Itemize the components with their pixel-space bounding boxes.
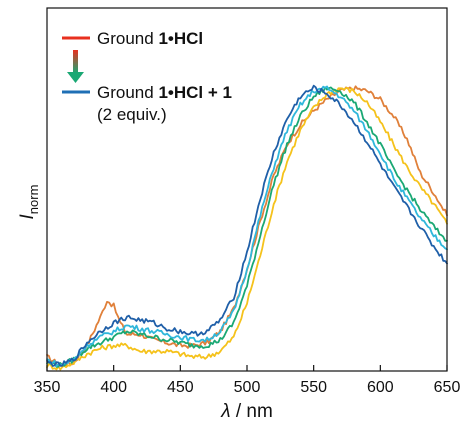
legend-arrow-head xyxy=(67,72,84,83)
legend-entry1-bold: 1•HCl xyxy=(158,29,203,48)
series-line-3 xyxy=(46,86,448,368)
plot-frame xyxy=(46,7,448,372)
x-tick-label: 450 xyxy=(167,379,194,396)
legend-entry1-prefix: Ground xyxy=(97,29,158,48)
x-axis-label-symbol: λ xyxy=(220,401,230,422)
legend-entry-ground-hcl-plus-1: Ground 1•HCl + 1 xyxy=(97,83,232,102)
legend-entry-ground-hcl: Ground 1•HCl xyxy=(97,29,203,48)
y-axis-label-subscript: norm xyxy=(26,185,41,215)
series-line-5 xyxy=(46,84,448,367)
x-tick-label: 500 xyxy=(234,379,261,396)
legend-entry2-prefix: Ground xyxy=(97,83,158,102)
legend-entry2-note: (2 equiv.) xyxy=(97,105,167,124)
x-tick-label: 550 xyxy=(300,379,327,396)
legend-arrow-shaft xyxy=(73,50,78,73)
series-line-4 xyxy=(46,85,448,367)
x-axis-label: λ / nm xyxy=(220,401,273,422)
series-line-1 xyxy=(46,85,448,367)
x-axis-label-unit: / nm xyxy=(231,401,273,422)
x-tick-label: 350 xyxy=(34,379,61,396)
legend-entry2-bold: 1•HCl + 1 xyxy=(158,83,232,102)
x-tick-label: 600 xyxy=(367,379,394,396)
legend: Ground 1•HCl Ground 1•HCl + 1 (2 equiv.) xyxy=(62,29,232,124)
x-ticks: 350 400 450 500 550 600 650 xyxy=(34,365,461,396)
series-layer xyxy=(46,84,448,371)
x-tick-label: 400 xyxy=(100,379,127,396)
y-axis-label: Inorm xyxy=(17,185,41,220)
x-tick-label: 650 xyxy=(434,379,461,396)
y-axis-label-symbol: I xyxy=(17,214,38,220)
series-line-2 xyxy=(46,87,448,371)
